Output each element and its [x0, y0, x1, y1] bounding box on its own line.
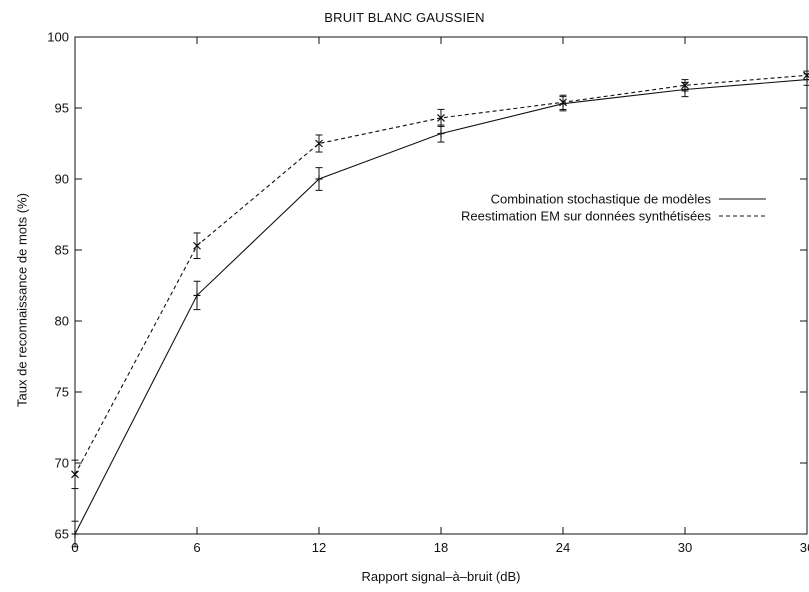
y-tick-label: 85	[55, 243, 69, 258]
marker-stroke	[803, 72, 809, 80]
x-tick-label: 18	[434, 540, 448, 555]
y-tick-label: 80	[55, 314, 69, 329]
marker-stroke	[681, 81, 689, 90]
data-point	[559, 98, 567, 107]
x-tick-label: 6	[193, 540, 200, 555]
data-point	[803, 71, 809, 80]
marker-stroke	[193, 241, 201, 250]
y-tick-label: 95	[55, 101, 69, 116]
x-axis-label: Rapport signal–à–bruit (dB)	[361, 569, 521, 584]
series-line	[74, 79, 808, 535]
data-point	[437, 114, 445, 122]
marker-stroke	[315, 139, 323, 148]
series-layer	[71, 70, 809, 548]
data-point	[315, 139, 323, 148]
chart-title: BRUIT BLANC GAUSSIEN	[324, 10, 485, 25]
data-point	[681, 81, 689, 90]
data-point	[71, 470, 79, 479]
data-point	[315, 175, 323, 183]
marker-stroke	[71, 470, 79, 479]
y-tick-label: 65	[55, 527, 69, 542]
x-tick-label: 0	[71, 540, 78, 555]
axes: 0 6 12 18 24 30 36 65 70 75 80 85 90 95 100	[47, 30, 809, 556]
marker-stroke	[559, 98, 567, 107]
x-tick-label: 36	[800, 540, 809, 555]
legend-label: Reestimation EM sur données synthétisées	[461, 209, 712, 224]
y-tick-label: 70	[55, 456, 69, 471]
data-point	[193, 241, 201, 250]
x-tick-label: 24	[556, 540, 570, 555]
data-point	[71, 530, 79, 538]
legend-label: Combination stochastique de modèles	[491, 192, 712, 207]
x-tick-label: 30	[678, 540, 692, 555]
legend: Combination stochastique de modèles Reest…	[461, 192, 766, 224]
data-point	[193, 291, 201, 299]
y-tick-label: 100	[47, 30, 69, 45]
data-point	[437, 130, 445, 138]
x-tick-label: 12	[312, 540, 326, 555]
series-2	[71, 70, 809, 490]
marker-stroke	[437, 114, 445, 122]
y-tick-label: 90	[55, 172, 69, 187]
y-tick-label: 75	[55, 385, 69, 400]
series-1	[71, 73, 809, 548]
